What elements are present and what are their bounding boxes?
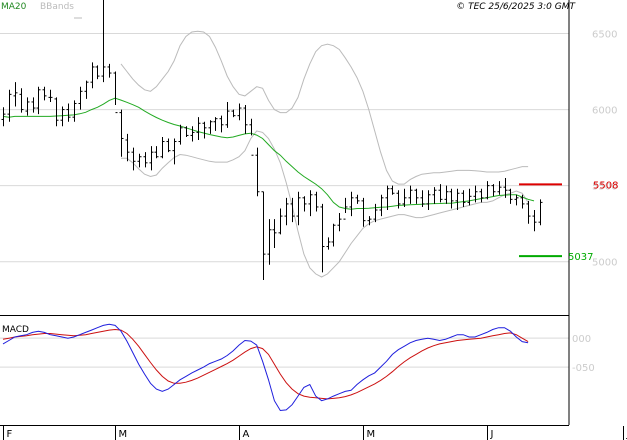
- price-tick-label: 6500: [592, 29, 617, 40]
- ma20-legend: MA20: [1, 2, 27, 12]
- price-tick-label: 6000: [592, 106, 617, 117]
- macd-tick-label: -050: [572, 363, 595, 374]
- copyright-label: © TEC 25/6/2025 3:0 GMT: [456, 2, 576, 12]
- resistance-label: 5508: [593, 180, 618, 191]
- x-tick-label: J: [626, 429, 627, 440]
- x-tick-label: M: [367, 429, 376, 440]
- x-tick-label: M: [119, 429, 128, 440]
- bb-lower-line: [121, 130, 529, 278]
- bollinger-bands: [120, 30, 529, 278]
- bb-upper-line: [120, 30, 529, 185]
- macd-line: [2, 323, 529, 412]
- price-axis-labels: 6500 6000 5500 5000: [592, 29, 617, 268]
- time-axis: FMAMJJ: [3, 426, 627, 440]
- price-bars: [1, 0, 543, 280]
- x-tick-label: F: [7, 429, 13, 440]
- macd-axis-labels: 000 -050: [572, 334, 595, 374]
- signal-line: [2, 328, 529, 400]
- price-tick-label: 5500: [592, 182, 617, 193]
- ma20-line: [2, 97, 535, 210]
- x-tick-label: J: [490, 429, 494, 440]
- x-tick-label: A: [243, 429, 250, 440]
- bbands-legend: BBands: [40, 2, 74, 12]
- price-gridlines: [0, 32, 569, 263]
- macd-gridlines: [0, 337, 569, 368]
- support-label: 5037: [568, 252, 593, 263]
- macd-tick-label: 000: [572, 334, 591, 345]
- price-tick-label: 5000: [592, 258, 617, 269]
- macd-lines: [2, 323, 529, 412]
- macd-title: MACD: [2, 325, 29, 335]
- ma20-series-line: [2, 97, 535, 210]
